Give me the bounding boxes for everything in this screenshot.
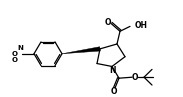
Text: OH: OH [135,21,148,30]
Text: O: O [105,18,111,27]
Text: O: O [12,51,18,57]
Text: N: N [110,66,116,75]
Text: N: N [17,45,23,51]
Text: O: O [132,73,138,82]
Text: O: O [12,57,18,63]
Polygon shape [62,47,100,54]
Text: O: O [111,87,117,96]
